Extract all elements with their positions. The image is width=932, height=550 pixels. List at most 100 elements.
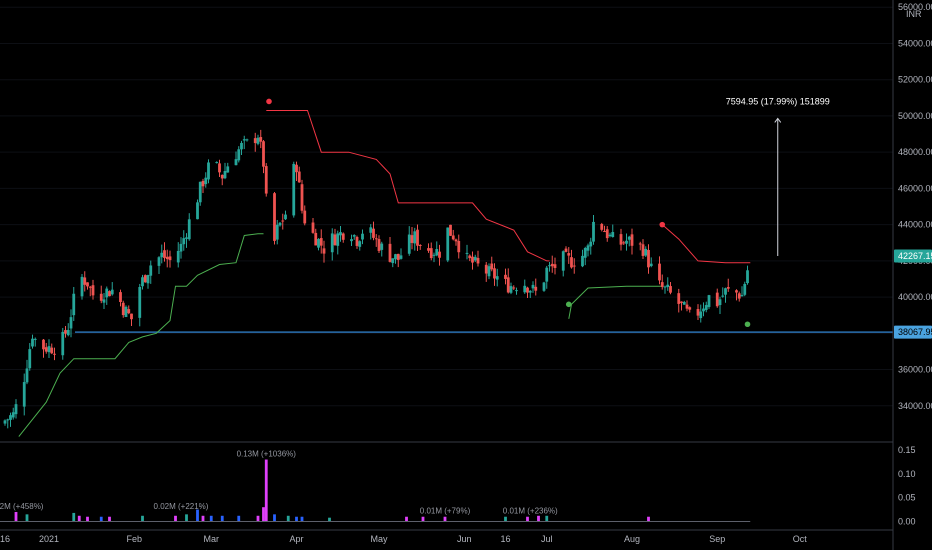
volume-bar[interactable] — [237, 515, 241, 522]
candle[interactable] — [372, 228, 375, 238]
candle[interactable] — [333, 234, 337, 246]
volume-bar[interactable] — [256, 515, 260, 522]
candle[interactable] — [143, 275, 147, 283]
candle[interactable] — [50, 347, 54, 354]
candle[interactable] — [204, 177, 208, 185]
candle[interactable] — [160, 252, 164, 258]
candle[interactable] — [735, 290, 738, 293]
candle[interactable] — [196, 202, 199, 220]
candle[interactable] — [432, 254, 436, 256]
candle[interactable] — [512, 287, 516, 289]
candle[interactable] — [495, 276, 499, 280]
candle[interactable] — [311, 222, 315, 233]
candle[interactable] — [407, 234, 411, 254]
volume-bar[interactable] — [220, 515, 224, 522]
candle[interactable] — [644, 248, 648, 256]
candle[interactable] — [413, 231, 417, 244]
candle[interactable] — [506, 277, 510, 293]
candle[interactable] — [53, 353, 56, 355]
candle[interactable] — [292, 163, 296, 216]
candle[interactable] — [660, 282, 664, 287]
candle[interactable] — [446, 227, 450, 261]
candle[interactable] — [42, 339, 45, 350]
candle[interactable] — [515, 290, 518, 292]
candle[interactable] — [572, 265, 576, 267]
candle[interactable] — [146, 275, 150, 284]
candle[interactable] — [127, 309, 131, 314]
candle[interactable] — [83, 277, 87, 285]
candle[interactable] — [25, 368, 29, 383]
candle[interactable] — [399, 255, 403, 259]
candle[interactable] — [457, 240, 461, 253]
volume-bar[interactable] — [421, 516, 425, 522]
candle[interactable] — [473, 256, 477, 261]
candle[interactable] — [484, 264, 488, 274]
candle[interactable] — [696, 309, 700, 316]
volume-bar[interactable] — [25, 514, 29, 522]
candle[interactable] — [176, 250, 180, 263]
candle[interactable] — [149, 265, 153, 276]
candle[interactable] — [608, 234, 612, 237]
candle[interactable] — [476, 257, 480, 264]
candle[interactable] — [490, 263, 494, 270]
volume-bar[interactable] — [286, 515, 290, 522]
candle[interactable] — [350, 239, 353, 242]
candle[interactable] — [295, 164, 298, 173]
candle[interactable] — [380, 243, 384, 250]
volume-bar[interactable] — [647, 516, 650, 522]
candle[interactable] — [110, 289, 114, 295]
candle[interactable] — [622, 242, 626, 244]
candle[interactable] — [523, 285, 527, 293]
candle[interactable] — [361, 233, 364, 240]
candle[interactable] — [179, 243, 183, 252]
candle[interactable] — [658, 263, 661, 281]
volume-bar[interactable] — [328, 517, 331, 522]
candle[interactable] — [14, 404, 18, 415]
volume-bar[interactable] — [14, 511, 18, 522]
candle[interactable] — [130, 313, 133, 320]
volume-bar[interactable] — [201, 515, 205, 522]
candle[interactable] — [336, 233, 340, 246]
candle[interactable] — [663, 286, 667, 288]
candle[interactable] — [33, 338, 37, 340]
candle[interactable] — [284, 214, 287, 220]
candle[interactable] — [253, 138, 257, 144]
candle[interactable] — [435, 249, 439, 256]
candle[interactable] — [218, 163, 221, 173]
volume-bar[interactable] — [72, 512, 76, 522]
candle[interactable] — [715, 292, 719, 307]
candle[interactable] — [300, 184, 304, 211]
candle[interactable] — [108, 291, 111, 297]
candle[interactable] — [31, 338, 34, 347]
volume-bar[interactable] — [504, 516, 507, 522]
volume-bar[interactable] — [295, 516, 298, 522]
volume-bar[interactable] — [141, 515, 144, 522]
candle[interactable] — [682, 302, 686, 305]
candle[interactable] — [465, 252, 469, 254]
candle[interactable] — [275, 224, 279, 240]
candle[interactable] — [201, 180, 205, 187]
candle[interactable] — [611, 232, 615, 238]
volume-bar[interactable] — [99, 516, 103, 522]
candle[interactable] — [721, 295, 725, 297]
candle[interactable] — [688, 307, 692, 310]
candle[interactable] — [245, 139, 249, 141]
candle[interactable] — [102, 299, 106, 303]
candle[interactable] — [259, 137, 263, 142]
candle[interactable] — [630, 234, 634, 246]
candle[interactable] — [237, 149, 241, 161]
candle[interactable] — [44, 347, 48, 352]
volume-bar[interactable] — [264, 459, 268, 522]
candle[interactable] — [509, 286, 513, 293]
candle[interactable] — [740, 295, 744, 297]
candle[interactable] — [330, 233, 334, 253]
volume-bar[interactable] — [405, 516, 408, 522]
candle[interactable] — [603, 231, 606, 233]
candle[interactable] — [369, 227, 373, 233]
candle[interactable] — [3, 420, 7, 424]
volume-bar[interactable] — [86, 516, 89, 522]
trailing-stop-down-1[interactable] — [266, 110, 550, 262]
candle[interactable] — [281, 220, 285, 222]
candle[interactable] — [141, 277, 144, 287]
candle[interactable] — [303, 210, 307, 224]
